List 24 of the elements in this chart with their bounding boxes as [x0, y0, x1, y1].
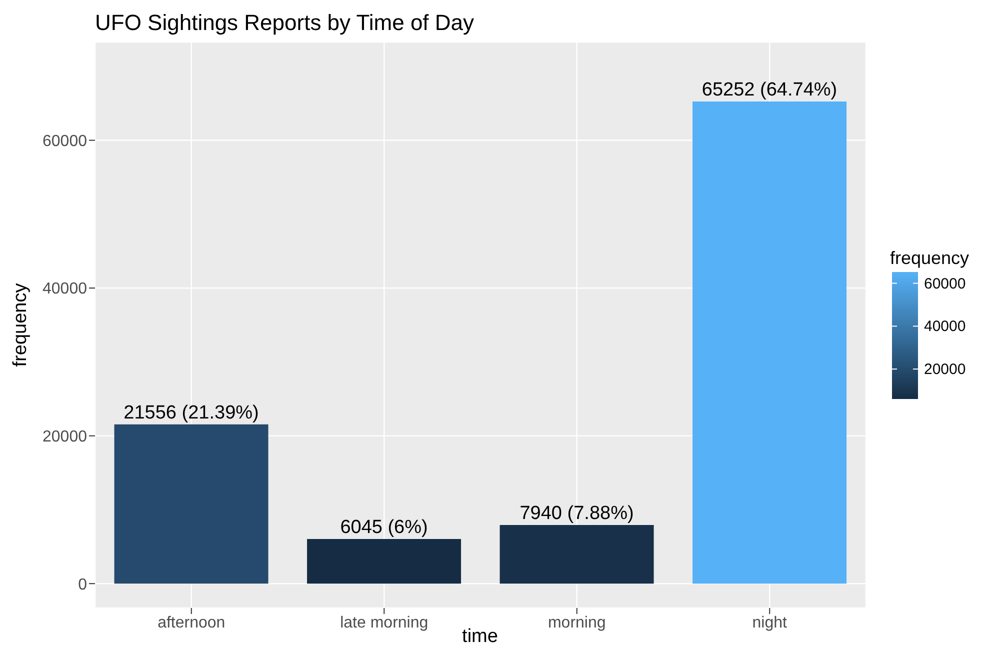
color-bar-label: 60000: [924, 275, 966, 292]
x-tick-label: morning: [548, 614, 606, 632]
data-label: 65252 (64.74%): [702, 79, 838, 100]
y-axis-title: frequency: [10, 283, 32, 367]
x-tick-label: afternoon: [158, 614, 226, 632]
colorbar-legend: frequency 20000 40000 60000: [890, 248, 990, 418]
bar: [307, 538, 462, 584]
bar: [500, 524, 654, 584]
x-axis-title: time: [462, 626, 498, 648]
data-label: 21556 (21.39%): [124, 402, 259, 424]
bar: [114, 424, 268, 584]
bar: [692, 101, 847, 584]
y-tick-label: 20000: [42, 428, 88, 446]
y-tick-label: 0: [78, 576, 88, 594]
y-tick-label: 40000: [42, 280, 88, 298]
y-tick-label: 60000: [42, 132, 88, 150]
data-label: 7940 (7.88%): [520, 502, 634, 524]
color-bar-title: frequency: [890, 248, 970, 268]
x-tick-label: late morning: [340, 614, 428, 632]
data-label: 6045 (6%): [340, 516, 428, 538]
color-bar-label: 20000: [924, 361, 966, 378]
x-tick-label: night: [752, 614, 788, 632]
color-bar-label: 40000: [924, 318, 966, 336]
chart-title: UFO Sightings Reports by Time of Day: [95, 10, 474, 36]
